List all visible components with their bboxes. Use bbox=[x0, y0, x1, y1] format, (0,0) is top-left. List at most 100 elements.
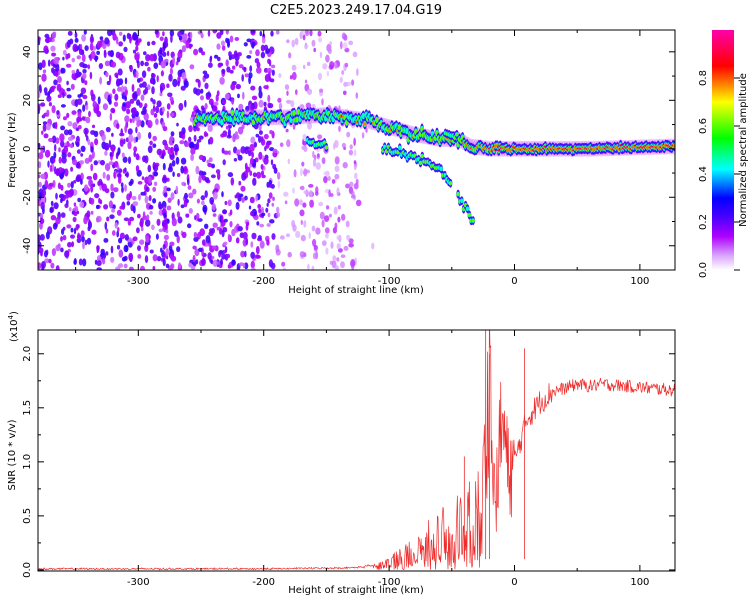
noise-blob bbox=[63, 145, 69, 154]
noise-blob bbox=[159, 47, 163, 55]
noise-blob bbox=[124, 115, 130, 123]
noise-blob bbox=[259, 223, 265, 228]
snr-plot-area bbox=[38, 330, 675, 571]
noise-blob bbox=[58, 147, 61, 153]
noise-blob bbox=[67, 30, 73, 36]
noise-blob bbox=[114, 72, 119, 78]
noise-blob bbox=[81, 54, 86, 63]
noise-blob bbox=[245, 166, 251, 173]
noise-blob bbox=[129, 190, 133, 199]
noise-blob bbox=[184, 141, 190, 147]
noise-blob bbox=[162, 42, 166, 51]
noise-blob bbox=[132, 236, 138, 242]
noise-blob bbox=[319, 51, 323, 58]
noise-blob bbox=[93, 160, 99, 166]
noise-blob bbox=[84, 80, 88, 85]
noise-blob bbox=[148, 195, 152, 202]
noise-blob bbox=[132, 205, 136, 214]
noise-blob bbox=[49, 207, 53, 214]
noise-blob bbox=[91, 229, 97, 235]
noise-blob bbox=[121, 152, 125, 158]
noise-blob bbox=[144, 86, 148, 95]
noise-blob bbox=[38, 234, 41, 242]
noise-blob bbox=[309, 199, 314, 208]
noise-blob bbox=[258, 151, 263, 160]
noise-blob bbox=[69, 38, 74, 45]
noise-blob bbox=[255, 66, 262, 74]
noise-blob bbox=[177, 80, 180, 87]
noise-blob bbox=[227, 128, 231, 137]
noise-blob bbox=[244, 147, 249, 155]
branch-blob bbox=[420, 154, 425, 158]
noise-blob bbox=[113, 101, 119, 107]
noise-blob bbox=[336, 257, 340, 262]
noise-blob bbox=[303, 220, 307, 228]
noise-blob bbox=[76, 55, 82, 60]
noise-blob bbox=[260, 170, 265, 176]
noise-blob bbox=[341, 70, 345, 75]
noise-blob bbox=[240, 250, 246, 258]
noise-blob bbox=[38, 181, 42, 188]
noise-blob bbox=[313, 47, 317, 53]
noise-blob bbox=[198, 154, 204, 161]
noise-blob bbox=[305, 102, 312, 109]
noise-blob bbox=[242, 231, 248, 240]
noise-blob bbox=[159, 36, 164, 42]
noise-blob bbox=[116, 209, 122, 216]
noise-blob bbox=[237, 226, 243, 232]
noise-speckle bbox=[38, 30, 375, 270]
snr-y-multiplier: (x104) bbox=[7, 311, 20, 342]
noise-blob bbox=[155, 233, 159, 240]
branch-blob bbox=[467, 213, 472, 217]
x-tick-label: 100 bbox=[630, 577, 649, 588]
noise-blob bbox=[181, 72, 187, 80]
noise-blob bbox=[71, 69, 76, 74]
noise-blob bbox=[348, 238, 354, 244]
noise-blob bbox=[132, 107, 137, 115]
noise-blob bbox=[162, 219, 168, 227]
noise-blob bbox=[122, 156, 128, 163]
noise-blob bbox=[340, 254, 346, 258]
noise-blob bbox=[60, 184, 64, 191]
noise-blob bbox=[140, 94, 145, 101]
noise-blob bbox=[135, 136, 139, 143]
noise-blob bbox=[222, 159, 226, 166]
noise-blob bbox=[299, 209, 305, 217]
noise-blob bbox=[350, 258, 356, 267]
noise-blob bbox=[78, 258, 83, 266]
noise-blob bbox=[337, 216, 341, 223]
noise-blob bbox=[343, 90, 347, 96]
noise-blob bbox=[260, 51, 266, 59]
noise-blob bbox=[354, 172, 358, 180]
noise-blob bbox=[158, 228, 164, 233]
noise-blob bbox=[76, 210, 80, 215]
noise-blob bbox=[129, 118, 132, 123]
noise-blob bbox=[56, 83, 62, 92]
noise-blob bbox=[258, 124, 262, 131]
noise-blob bbox=[150, 108, 155, 116]
noise-blob bbox=[200, 195, 206, 201]
noise-blob bbox=[337, 205, 341, 210]
noise-blob bbox=[170, 146, 174, 154]
noise-blob bbox=[266, 181, 270, 188]
noise-blob bbox=[258, 85, 262, 93]
noise-blob bbox=[125, 101, 131, 109]
branch-blob bbox=[398, 145, 402, 150]
noise-blob bbox=[38, 90, 41, 98]
noise-blob bbox=[104, 163, 111, 172]
noise-blob bbox=[207, 125, 213, 132]
noise-blob bbox=[113, 187, 119, 193]
noise-blob bbox=[160, 86, 163, 94]
noise-blob bbox=[155, 118, 159, 125]
noise-blob bbox=[225, 125, 229, 130]
noise-blob bbox=[38, 262, 42, 270]
noise-blob bbox=[229, 35, 234, 43]
noise-blob bbox=[253, 141, 257, 148]
noise-blob bbox=[155, 105, 160, 114]
noise-blob bbox=[252, 172, 257, 178]
noise-blob bbox=[249, 170, 253, 176]
noise-blob bbox=[124, 184, 127, 192]
noise-blob bbox=[124, 95, 127, 102]
noise-blob bbox=[112, 145, 115, 153]
noise-blob bbox=[212, 259, 218, 267]
